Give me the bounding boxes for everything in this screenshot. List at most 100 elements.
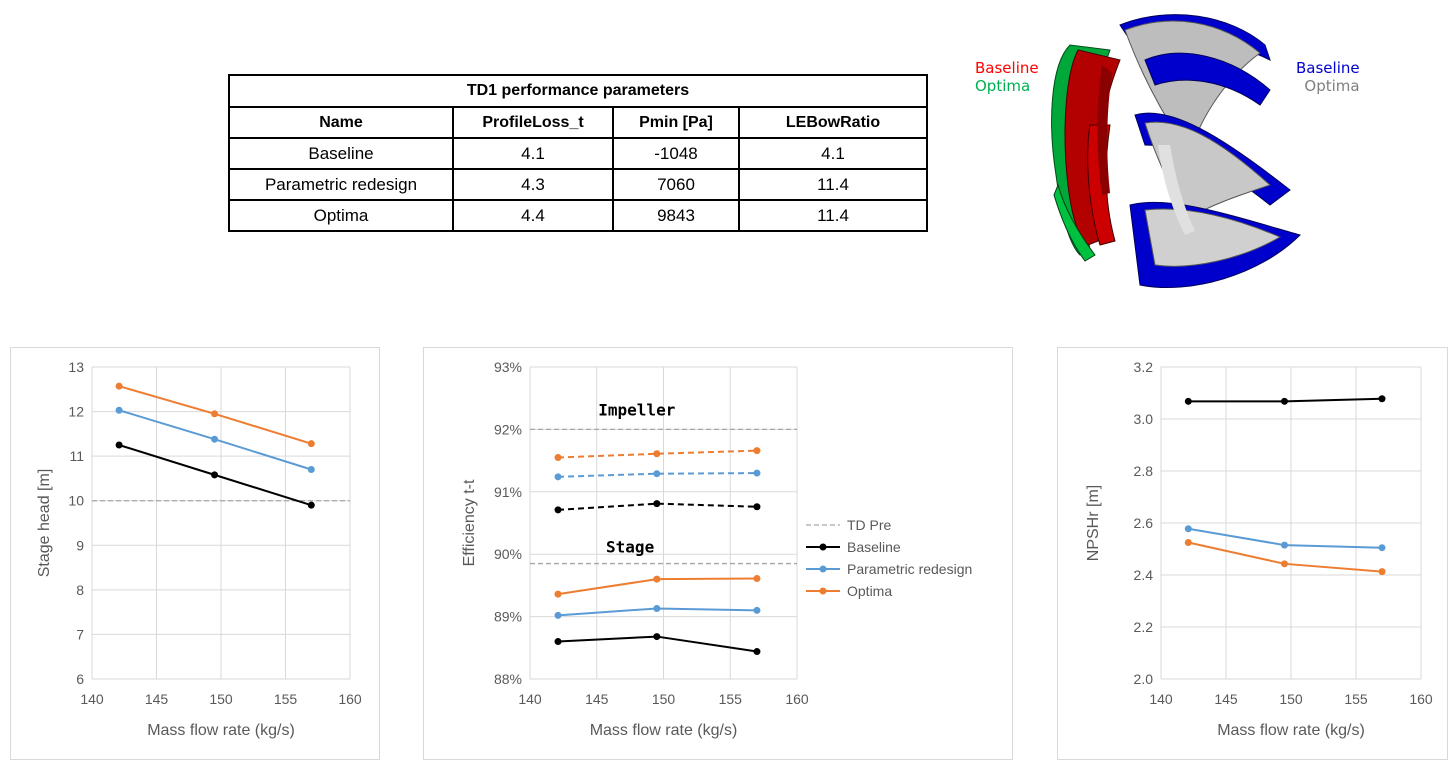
data-point-parametric-redesign-stage <box>753 606 761 614</box>
legend-marker-parametric-redesign <box>819 565 827 573</box>
cell-lebowratio: 11.4 <box>738 199 928 232</box>
y-axis-title: Stage head [m] <box>36 469 53 578</box>
x-tick-label: 140 <box>518 691 542 707</box>
legend-label-baseline: Baseline <box>847 539 901 555</box>
legend-label-optima: Optima <box>847 583 892 599</box>
data-point-optima-stage <box>653 575 661 583</box>
cell-name: Parametric redesign <box>228 168 454 201</box>
annotation-impeller: Impeller <box>598 401 675 420</box>
data-point-baseline-impeller <box>554 506 562 514</box>
y-tick-label: 6 <box>76 671 84 687</box>
data-point-baseline <box>1378 395 1386 403</box>
cell-pmin: 7060 <box>612 168 740 201</box>
x-tick-label: 145 <box>145 691 169 707</box>
cell-lebowratio: 4.1 <box>738 137 928 170</box>
data-point-optima <box>1184 539 1192 546</box>
table-title: TD1 performance parameters <box>228 74 928 108</box>
y-tick-label: 12 <box>68 404 84 420</box>
data-point-optima-stage <box>554 590 562 598</box>
data-point-baseline <box>307 501 315 509</box>
legend-marker-optima <box>819 587 827 595</box>
y-tick-label: 11 <box>69 448 84 464</box>
data-point-baseline-stage <box>653 633 661 641</box>
x-tick-label: 140 <box>80 691 104 707</box>
legend-baseline-blue: Baseline <box>1296 59 1360 77</box>
table-row: Baseline 4.1 -1048 4.1 <box>228 137 928 170</box>
data-point-optima-impeller <box>554 453 562 461</box>
y-axis-title: Efficiency t-t <box>461 479 478 566</box>
data-point-optima-impeller <box>753 447 761 455</box>
data-point-baseline-impeller <box>653 500 661 508</box>
table-header-row: Name ProfileLoss_t Pmin [Pa] LEBowRatio <box>228 106 928 139</box>
y-tick-label: 7 <box>76 626 84 642</box>
data-point-optima-stage <box>753 575 761 583</box>
data-point-parametric-redesign-impeller <box>753 469 761 477</box>
y-tick-label: 88% <box>494 671 522 687</box>
cell-profileloss: 4.4 <box>452 199 614 232</box>
y-tick-label: 13 <box>68 359 84 375</box>
series-line-baseline-impeller <box>557 502 757 511</box>
y-tick-label: 9 <box>76 537 84 553</box>
y-tick-label: 92% <box>494 421 522 437</box>
table-row: Optima 4.4 9843 11.4 <box>228 199 928 232</box>
legend-optima-gray: Optima <box>1304 77 1360 95</box>
data-point-baseline-stage <box>753 648 761 656</box>
data-point-baseline <box>115 441 123 449</box>
x-tick-label: 150 <box>652 691 676 707</box>
stage-head-chart: 6 7 8 9 10 11 12 13 140 145 150 155 160 Mass flow rat… <box>10 347 380 760</box>
cell-name: Baseline <box>228 137 454 170</box>
series-line-optima-impeller <box>557 449 757 459</box>
x-tick-label: 150 <box>209 691 233 707</box>
header-pmin: Pmin [Pa] <box>612 106 740 139</box>
annotation-stage: Stage <box>606 537 654 556</box>
x-tick-label: 160 <box>785 691 809 707</box>
header-name: Name <box>228 106 454 139</box>
x-axis-title: Mass flow rate (kg/s) <box>147 722 295 739</box>
legend-marker-baseline <box>819 543 827 551</box>
y-tick-label: 2.4 <box>1134 567 1154 583</box>
data-point-parametric-redesign <box>1281 541 1288 549</box>
x-axis-title: Mass flow rate (kg/s) <box>1217 722 1365 739</box>
y-tick-label: 90% <box>494 546 522 562</box>
data-point-baseline-stage <box>554 638 562 646</box>
y-tick-label: 3.0 <box>1134 411 1154 427</box>
data-point-optima <box>115 382 123 390</box>
performance-table: TD1 performance parameters Name ProfileL… <box>228 74 928 232</box>
x-tick-label: 145 <box>1214 691 1238 707</box>
x-tick-label: 160 <box>338 691 362 707</box>
y-tick-label: 2.6 <box>1134 515 1154 531</box>
data-point-parametric-redesign-stage <box>554 611 562 619</box>
x-tick-label: 155 <box>719 691 743 707</box>
legend-label-td-pre: TD Pre <box>847 517 892 533</box>
cell-lebowratio: 11.4 <box>738 168 928 201</box>
y-tick-label: 3.2 <box>1134 359 1154 375</box>
data-point-parametric-redesign <box>115 406 123 414</box>
data-point-parametric-redesign-impeller <box>554 473 562 481</box>
data-point-parametric-redesign <box>211 435 219 443</box>
data-point-baseline <box>211 471 219 479</box>
legend-baseline-red: Baseline <box>975 59 1039 77</box>
impeller-illustration <box>1051 14 1301 288</box>
data-point-parametric-redesign <box>307 466 315 474</box>
header-lebowratio: LEBowRatio <box>738 106 928 139</box>
impeller-legend-left: Baseline Optima <box>975 59 1039 95</box>
legend-label-parametric-redesign: Parametric redesign <box>847 561 972 577</box>
y-tick-label: 2.0 <box>1134 671 1154 687</box>
impeller-legend-right: Baseline Optima <box>1296 59 1360 95</box>
cell-profileloss: 4.1 <box>452 137 614 170</box>
impeller-blade-comparison: Baseline Optima Baseline Optima <box>970 5 1370 300</box>
y-tick-label: 93% <box>494 359 522 375</box>
x-tick-label: 160 <box>1409 691 1433 707</box>
y-tick-label: 2.8 <box>1134 463 1154 479</box>
npshr-chart: 2.0 2.2 2.4 2.6 2.8 3.0 3.2 140 145 150 155 160 Mass… <box>1057 347 1448 760</box>
x-tick-label: 155 <box>1344 691 1368 707</box>
data-point-parametric-redesign <box>1378 544 1386 552</box>
cell-pmin: -1048 <box>612 137 740 170</box>
y-axis-title: NPSHr [m] <box>1085 485 1102 561</box>
x-tick-label: 155 <box>274 691 298 707</box>
y-tick-label: 8 <box>76 582 84 598</box>
x-axis-title: Mass flow rate (kg/s) <box>590 722 738 739</box>
data-point-optima <box>211 410 219 418</box>
stage-head-plot: 6 7 8 9 10 11 12 13 140 145 150 155 160 Mass flow rat… <box>36 359 362 739</box>
series-line-parametric-redesign-impeller <box>558 472 757 478</box>
